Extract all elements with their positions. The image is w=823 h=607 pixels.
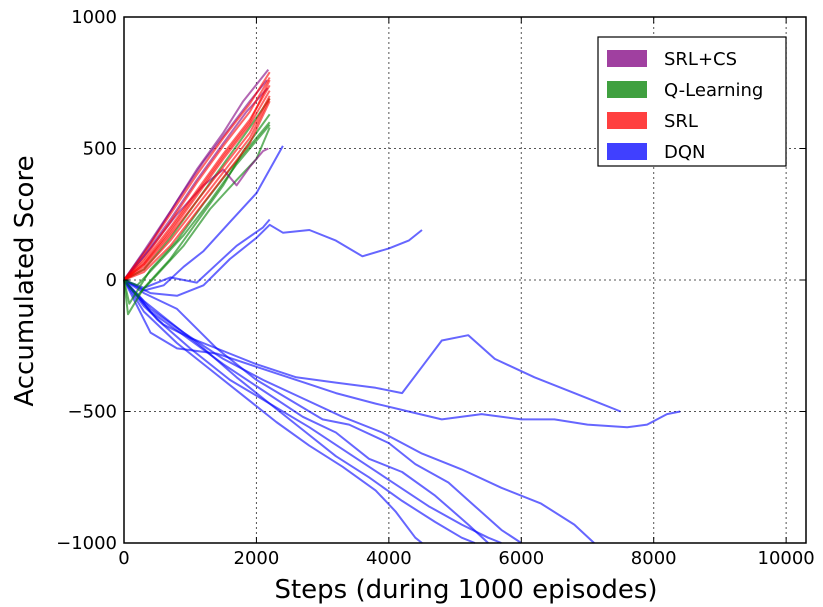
legend-swatch: [607, 81, 647, 98]
y-tick-label: −1000: [56, 533, 117, 554]
legend-label: SRL: [664, 111, 698, 132]
series-run-line: [123, 279, 489, 544]
x-axis-title: Steps (during 1000 episodes): [274, 575, 657, 605]
y-axis-title: Accumulated Score: [10, 155, 40, 406]
series-run-line: [123, 124, 271, 287]
grid-lines: [124, 17, 806, 543]
legend-label: DQN: [664, 142, 706, 163]
series-run-line: [123, 121, 271, 305]
series-run-line: [123, 279, 502, 544]
series-dqn: [123, 145, 681, 544]
x-tick-label: 6000: [498, 548, 544, 569]
series-run-line: [123, 218, 271, 289]
y-tick-label: −500: [68, 402, 117, 423]
plot-lines: [123, 68, 681, 544]
y-tick-label: 0: [106, 270, 117, 291]
series-run-line: [123, 145, 284, 292]
series-run-line: [123, 76, 271, 281]
series-run-line: [123, 95, 271, 281]
legend-swatch: [607, 112, 647, 129]
x-tick-label: 4000: [366, 548, 412, 569]
legend-swatch: [607, 50, 647, 67]
legend: SRL+CS Q-Learning SRL DQN: [597, 36, 787, 167]
x-tick-label: 10000: [758, 548, 815, 569]
y-tick-label: 1000: [71, 7, 117, 28]
x-tick-label: 2000: [234, 548, 280, 569]
series-run-line: [123, 279, 681, 429]
series-run-line: [123, 100, 271, 281]
series-run-line: [123, 98, 271, 281]
series-run-line: [123, 84, 271, 281]
axis-ticks: 0 2000 4000 6000 8000 10000 1000 500 0 −500 −1000: [56, 7, 815, 569]
legend-label: SRL+CS: [664, 49, 737, 70]
x-tick-label: 8000: [631, 548, 677, 569]
series-run-line: [123, 279, 423, 544]
series-run-line: [123, 223, 423, 297]
x-tick-label: 0: [118, 548, 129, 569]
series-run-line: [123, 279, 522, 544]
y-tick-label: 500: [83, 139, 117, 160]
series-run-line: [123, 71, 271, 281]
legend-swatch: [607, 143, 647, 160]
series-run-line: [123, 79, 271, 281]
series-srl: [123, 71, 271, 281]
series-run-line: [123, 279, 595, 544]
legend-label: Q-Learning: [664, 80, 763, 101]
